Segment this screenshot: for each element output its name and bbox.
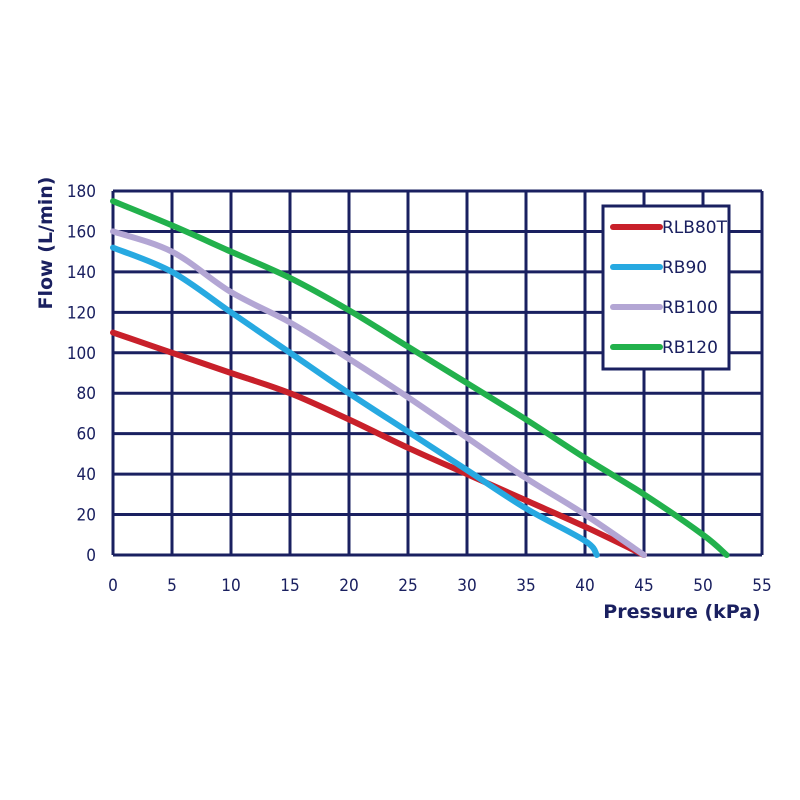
y-tick-label: 60 (77, 425, 96, 445)
y-tick-label: 100 (67, 344, 96, 364)
legend-label: RB90 (662, 258, 707, 278)
x-tick-label: 40 (575, 576, 594, 596)
chart-legend: RLB80T RB90 RB100 RB120 (601, 204, 731, 371)
y-tick-label: 180 (67, 182, 96, 202)
series-line-rb90 (110, 244, 600, 558)
y-tick-label: 80 (77, 384, 96, 404)
x-tick-label: 10 (221, 576, 240, 596)
y-tick-label: 40 (77, 465, 96, 485)
x-tick-label: 30 (457, 576, 476, 596)
x-tick-label: 45 (634, 576, 653, 596)
series-line-rb100 (110, 228, 647, 558)
y-tick-label: 140 (67, 263, 96, 283)
x-tick-label: 5 (167, 576, 177, 596)
series-line-rb120 (110, 198, 730, 558)
x-tick-label: 0 (108, 576, 118, 596)
x-tick-label: 35 (516, 576, 535, 596)
x-tick-label: 25 (398, 576, 417, 596)
y-tick-label: 20 (77, 506, 96, 526)
y-tick-label: 0 (86, 546, 96, 566)
chart-series (110, 198, 730, 558)
x-tick-label: 15 (280, 576, 299, 596)
x-tick-label: 50 (693, 576, 712, 596)
y-tick-label: 160 (67, 222, 96, 242)
legend-label: RLB80T (662, 218, 728, 238)
x-tick-label: 20 (339, 576, 358, 596)
x-tick-label: 55 (752, 576, 771, 596)
y-tick-label: 120 (67, 303, 96, 323)
legend-box (601, 204, 731, 371)
x-axis-ticks: 0 5 10 15 20 25 30 35 40 45 50 55 (108, 576, 772, 596)
y-axis-ticks: 0 20 40 60 80 100 120 140 160 180 (67, 182, 96, 566)
y-axis-title: Flow (L/min) (35, 177, 57, 310)
x-axis-title: Pressure (kPa) (603, 601, 760, 623)
legend-label: RB100 (662, 298, 718, 318)
legend-label: RB120 (662, 338, 718, 358)
series-line-rlb80t (110, 329, 647, 558)
